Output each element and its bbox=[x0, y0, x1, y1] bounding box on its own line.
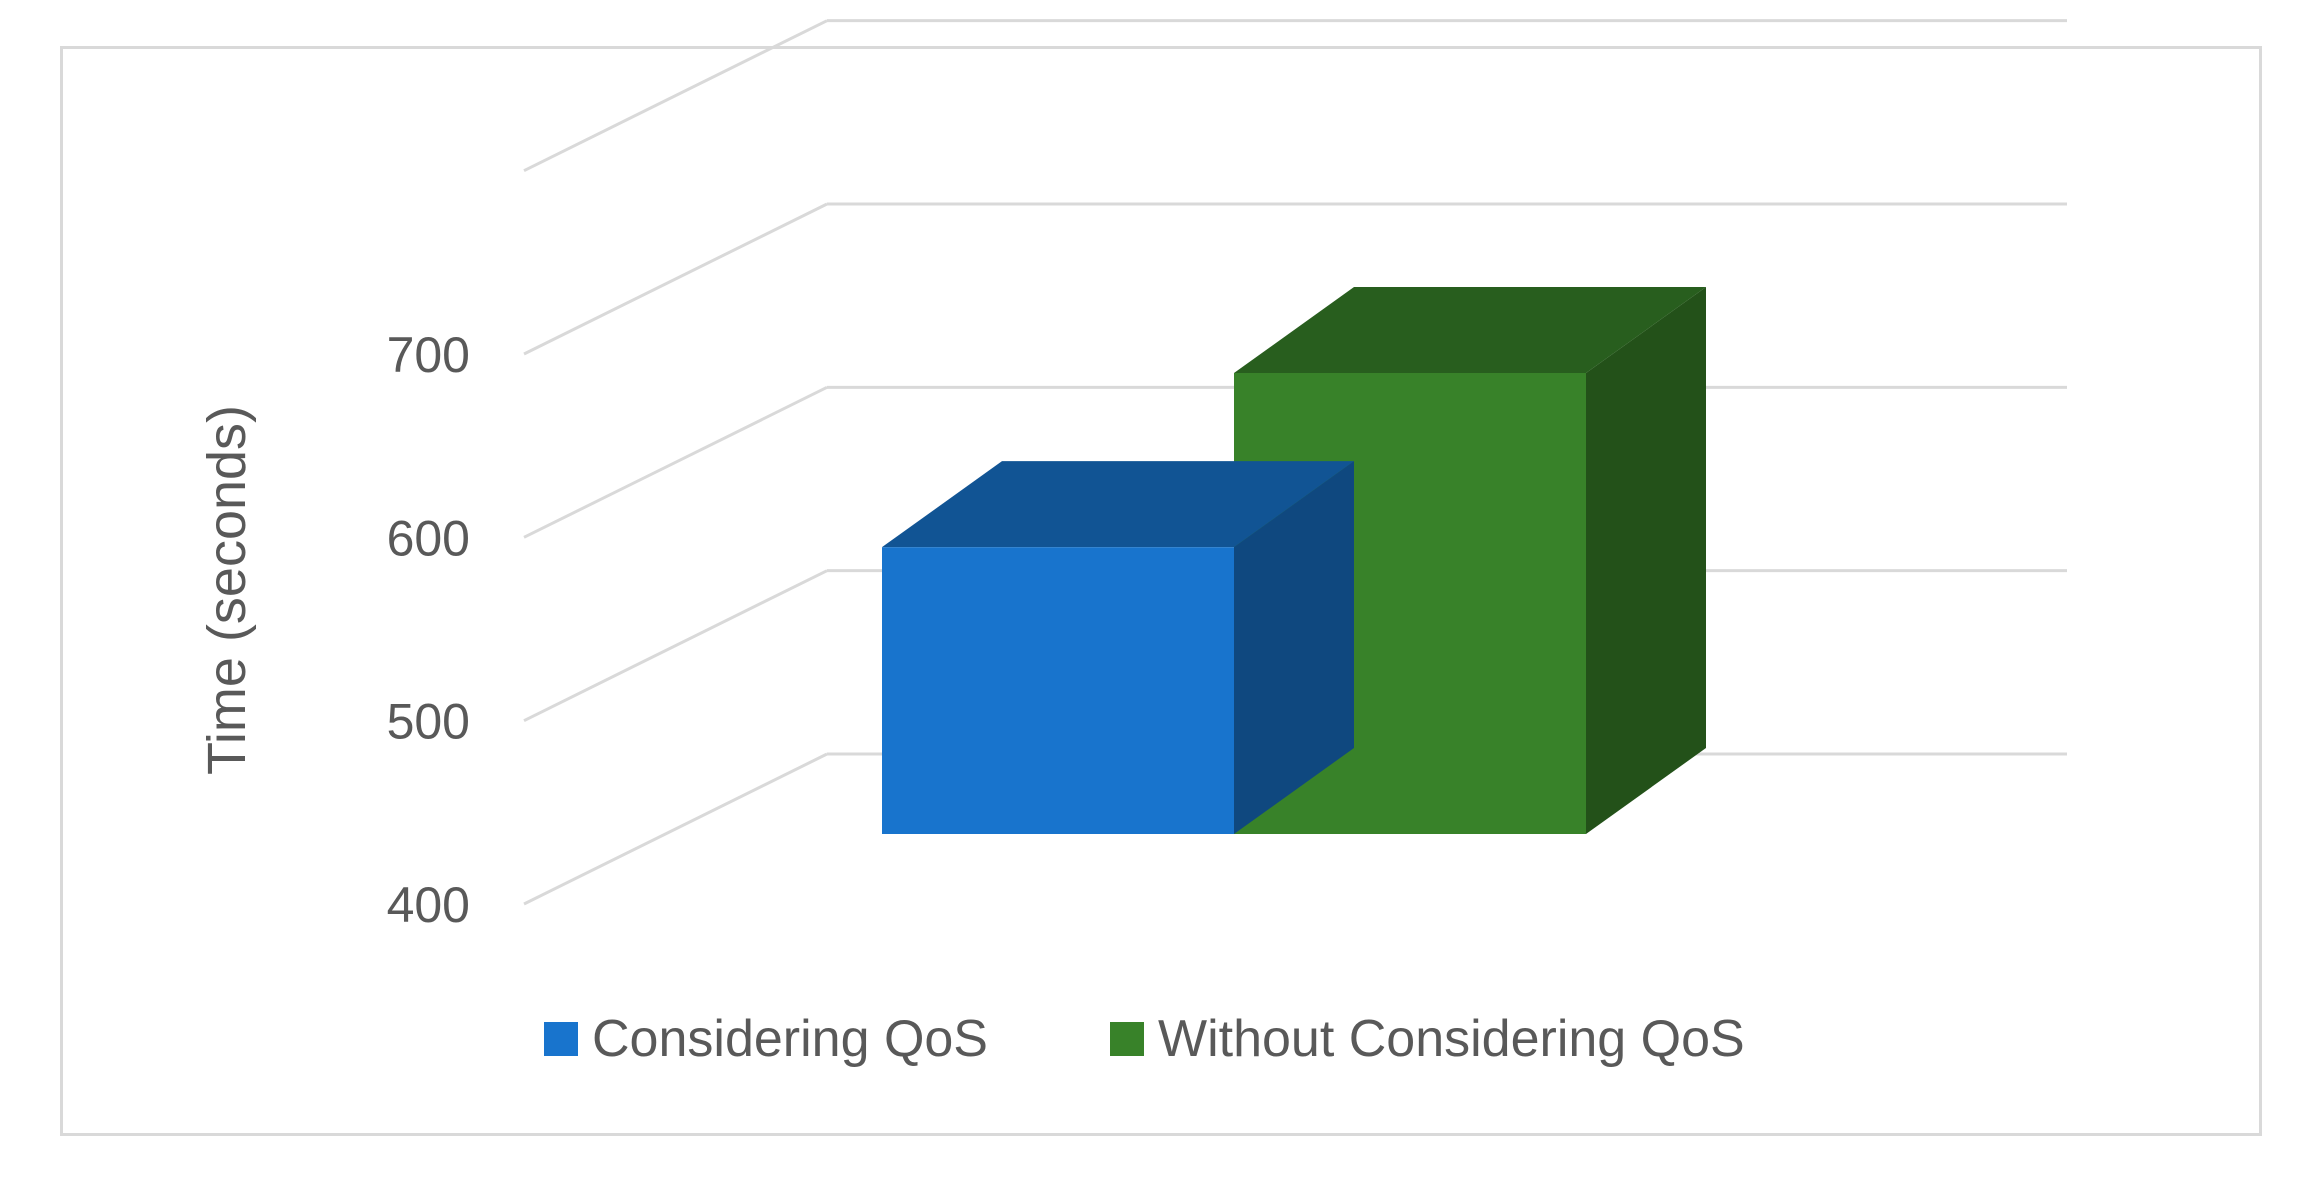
gridline-side bbox=[523, 385, 828, 539]
bar-considering-qos bbox=[882, 547, 1234, 834]
bar-top-without-considering-qos bbox=[1234, 287, 1706, 373]
bar-side-without-considering-qos bbox=[1586, 287, 1706, 834]
legend-label-considering-qos: Considering QoS bbox=[592, 1010, 988, 1068]
bar-side-considering-qos bbox=[1234, 461, 1354, 834]
y-axis-ticks: 400 500 600 700 bbox=[387, 327, 470, 933]
legend-swatch-without-considering-qos bbox=[1110, 1022, 1144, 1056]
y-tick-label: 400 bbox=[387, 877, 470, 933]
y-tick-label: 700 bbox=[387, 327, 470, 383]
gridline-side bbox=[523, 19, 828, 173]
y-axis-title: Time (seconds) bbox=[197, 405, 257, 775]
gridline-side bbox=[523, 202, 828, 356]
y-tick-label: 600 bbox=[387, 510, 470, 566]
bar-top-considering-qos bbox=[882, 461, 1354, 548]
legend-label-without-considering-qos: Without Considering QoS bbox=[1158, 1010, 1745, 1068]
gridline-side bbox=[523, 752, 828, 906]
legend: Considering QoS Without Considering QoS bbox=[544, 1010, 1745, 1068]
gridline-side bbox=[523, 569, 828, 723]
legend-swatch-considering-qos bbox=[544, 1022, 578, 1056]
y-tick-label: 500 bbox=[387, 694, 470, 750]
bars bbox=[882, 287, 1706, 834]
